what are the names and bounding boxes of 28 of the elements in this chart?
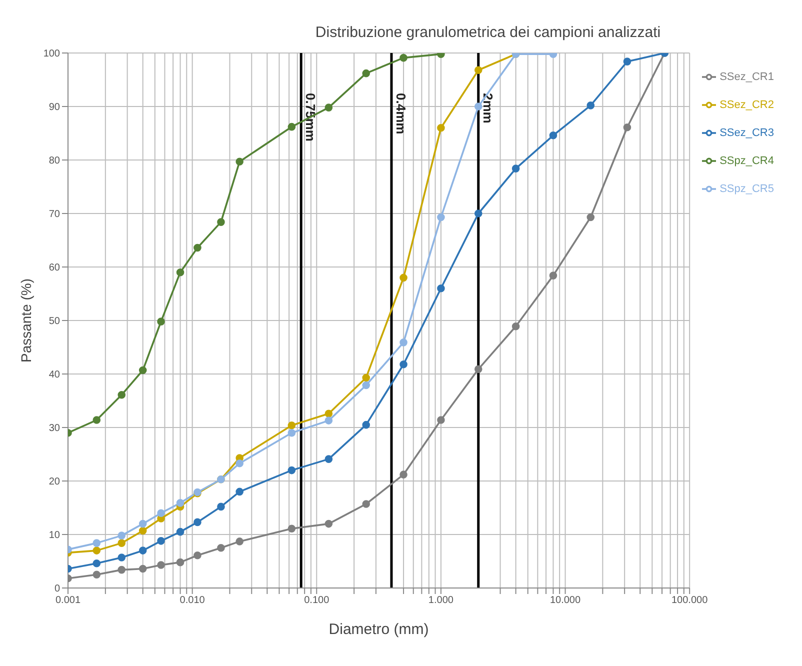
x-tick-label: 100.000	[672, 595, 708, 606]
legend-label: SSez_CR3	[720, 127, 774, 139]
y-tick-label: 90	[48, 102, 60, 114]
x-tick-label: 10.000	[550, 595, 581, 606]
y-tick-label: 10	[48, 530, 60, 542]
ref-line-label: 2mm	[480, 93, 496, 124]
x-tick-label: 0.100	[304, 595, 330, 606]
y-tick-label: 70	[48, 209, 60, 220]
x-axis-title: Diametro (mm)	[328, 621, 429, 638]
y-tick-label: 60	[48, 262, 60, 274]
legend-label: SSez_CR2	[720, 99, 774, 111]
chart-title: Distribuzione granulometrica dei campioni analizzati	[314, 24, 662, 41]
x-tick-label: 1.000	[428, 595, 454, 606]
y-tick-label: 100	[43, 48, 60, 60]
y-tick-label: 30	[48, 423, 60, 434]
x-tick-label: 0.010	[180, 595, 206, 606]
y-tick-label: 40	[48, 370, 60, 381]
y-tick-label: 50	[48, 316, 60, 328]
ref-line-label: 0.4mm	[393, 93, 408, 134]
legend-label: SSez_CR1	[720, 71, 774, 83]
y-tick-label: 20	[48, 476, 60, 488]
x-tick-label: 0.001	[55, 595, 81, 606]
y-tick-label: 80	[48, 156, 60, 167]
ref-line-label: 0.75mm	[303, 93, 318, 142]
legend-label: SSpz_CR4	[720, 155, 774, 167]
y-tick-label: 0	[54, 584, 60, 595]
y-axis-title: Passante (%)	[18, 278, 34, 363]
legend-label: SSpz_CR5	[720, 183, 774, 195]
